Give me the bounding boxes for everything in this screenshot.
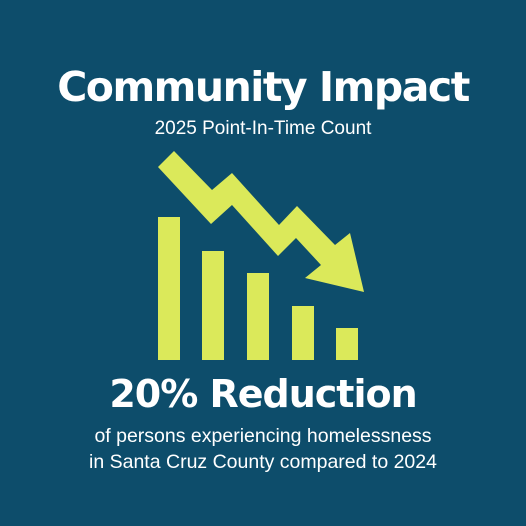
stat-caption-line-2: in Santa Cruz County compared to 2024 [89, 451, 437, 473]
reduction-stat: 20% Reduction [109, 372, 417, 416]
page-title: Community Impact [57, 63, 470, 111]
decline-bar-3 [247, 273, 269, 360]
decline-bar-1 [158, 217, 180, 360]
stat-caption-line-1: of persons experiencing homelessness [94, 425, 432, 447]
decline-bar-2 [202, 251, 224, 360]
decline-bar-4 [292, 306, 314, 360]
page-subtitle: 2025 Point-In-Time Count [154, 118, 372, 139]
down-arrow-icon [158, 151, 364, 292]
decline-bar-5 [336, 328, 358, 360]
